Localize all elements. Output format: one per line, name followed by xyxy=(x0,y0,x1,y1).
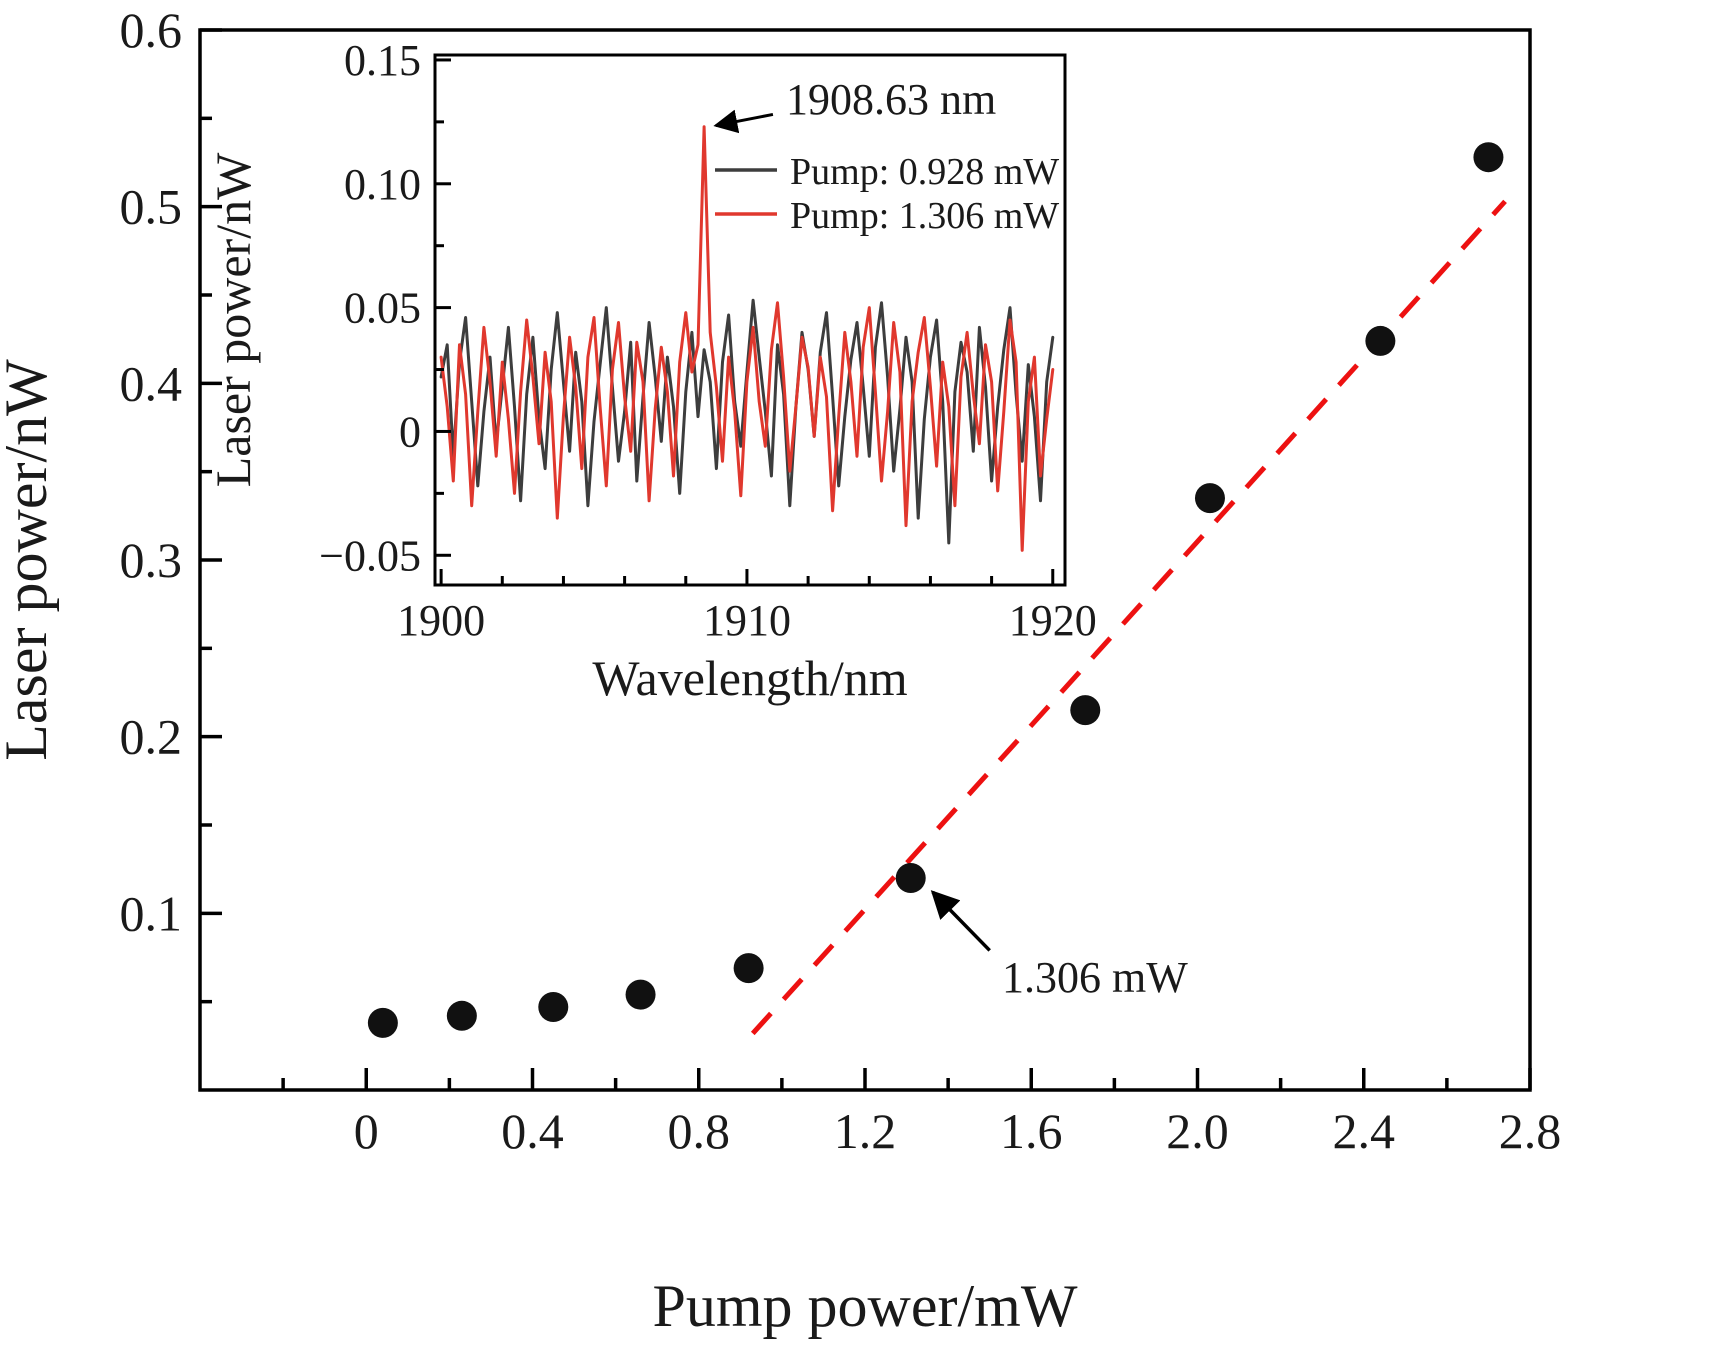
data-point xyxy=(1473,142,1504,173)
peak-annotation-text: 1908.63 nm xyxy=(786,75,996,124)
y-tick-label: 0.05 xyxy=(344,284,421,333)
legend-label-pump-1306: Pump: 1.306 mW xyxy=(790,195,1059,237)
y-tick-label: 0.3 xyxy=(120,532,183,588)
main-axes: 0 0.4 0.8 1.2 1.6 2.0 2.4 2.8 0.1 0.2 0.3 0.4 0.5 0.6 xyxy=(120,2,1562,1159)
data-point xyxy=(733,953,764,984)
main-plot: 0 0.4 0.8 1.2 1.6 2.0 2.4 2.8 0.1 0.2 0.3 0.4 0.5 0.6… xyxy=(0,2,1561,1339)
y-tick-label: 0 xyxy=(399,407,421,456)
main-ylabel: Laser power/nW xyxy=(0,359,59,761)
y-tick-label: 0.5 xyxy=(120,179,183,235)
main-data xyxy=(367,142,1507,1038)
inset-xlabel: Wavelength/nm xyxy=(592,650,907,706)
x-tick-label: 2.8 xyxy=(1499,1103,1562,1159)
y-tick-label: 0.2 xyxy=(120,709,183,765)
data-point xyxy=(538,991,569,1022)
data-point xyxy=(367,1007,398,1038)
x-tick-label: 2.4 xyxy=(1333,1103,1396,1159)
data-point xyxy=(1365,325,1396,356)
y-tick-label: 0.6 xyxy=(120,2,183,58)
main-annotations xyxy=(930,890,991,952)
peak-arrow xyxy=(713,109,774,134)
x-tick-label: 0 xyxy=(354,1103,379,1159)
x-tick-label: 1900 xyxy=(397,596,485,645)
main-xlabel: Pump power/mW xyxy=(653,1273,1078,1339)
data-point xyxy=(895,863,926,893)
x-tick-label: 0.8 xyxy=(668,1103,731,1159)
inset-ylabel: Laser power/nW xyxy=(205,152,261,487)
x-tick-label: 2.0 xyxy=(1166,1103,1229,1159)
y-tick-label: 0.10 xyxy=(344,160,421,209)
x-tick-label: 1920 xyxy=(1009,596,1097,645)
inset-plot: 1900 1910 1920 −0.05 0 0.05 0.10 0.15 Wavelengt… xyxy=(205,36,1097,706)
x-tick-label: 1.2 xyxy=(834,1103,897,1159)
inset-annotations xyxy=(713,109,774,134)
inset-axes: 1900 1910 1920 −0.05 0 0.05 0.10 0.15 xyxy=(319,36,1097,645)
y-tick-label: 0.15 xyxy=(344,36,421,85)
plot-frame xyxy=(433,53,1067,587)
data-point xyxy=(1194,483,1225,514)
data-point xyxy=(446,1000,477,1031)
x-tick-label: 1910 xyxy=(703,596,791,645)
spectrum-line-red xyxy=(439,125,1055,552)
x-tick-label: 1.6 xyxy=(1000,1103,1063,1159)
threshold-annotation-text: 1.306 mW xyxy=(1002,953,1188,1002)
data-point xyxy=(625,979,656,1010)
inset-data xyxy=(439,125,1055,552)
threshold-arrow xyxy=(930,890,991,952)
data-point xyxy=(1070,695,1101,726)
y-tick-label: −0.05 xyxy=(319,531,421,580)
inset-legend: Pump: 0.928 mW Pump: 1.306 mW xyxy=(715,151,1059,237)
x-tick-label: 0.4 xyxy=(501,1103,564,1159)
legend-label-pump-0928: Pump: 0.928 mW xyxy=(790,151,1059,193)
y-tick-label: 0.1 xyxy=(120,885,183,941)
y-tick-label: 0.4 xyxy=(120,355,183,411)
